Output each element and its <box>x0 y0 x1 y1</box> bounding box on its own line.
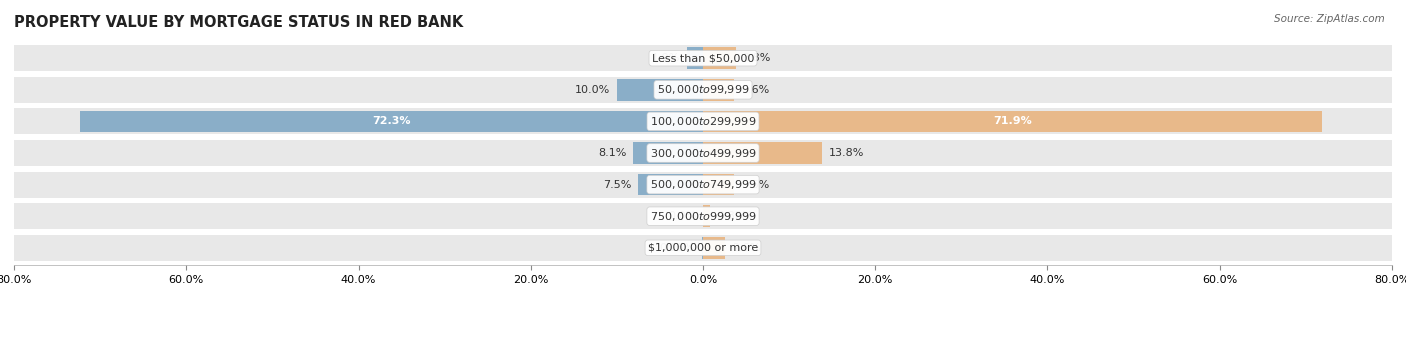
Text: $500,000 to $749,999: $500,000 to $749,999 <box>650 178 756 191</box>
Bar <box>703 174 734 196</box>
Text: 7.5%: 7.5% <box>603 180 631 190</box>
Text: 8.1%: 8.1% <box>598 148 626 158</box>
Text: 0.82%: 0.82% <box>717 211 752 221</box>
Text: 13.8%: 13.8% <box>828 148 865 158</box>
Text: 1.9%: 1.9% <box>651 53 679 63</box>
Bar <box>14 140 1392 166</box>
Text: 3.6%: 3.6% <box>741 85 769 95</box>
Bar <box>14 77 1392 103</box>
Bar <box>633 142 703 164</box>
Bar <box>638 174 703 196</box>
Text: $50,000 to $99,999: $50,000 to $99,999 <box>657 83 749 96</box>
Text: Source: ZipAtlas.com: Source: ZipAtlas.com <box>1274 14 1385 23</box>
Text: $300,000 to $499,999: $300,000 to $499,999 <box>650 147 756 159</box>
Text: 3.6%: 3.6% <box>741 180 769 190</box>
Text: $100,000 to $299,999: $100,000 to $299,999 <box>650 115 756 128</box>
Bar <box>703 48 735 69</box>
Bar <box>14 235 1392 261</box>
Bar <box>703 110 1322 132</box>
Bar <box>703 237 725 258</box>
Bar <box>703 205 710 227</box>
Text: $1,000,000 or more: $1,000,000 or more <box>648 243 758 253</box>
Text: 0.15%: 0.15% <box>659 243 695 253</box>
Text: 3.8%: 3.8% <box>742 53 770 63</box>
Bar <box>703 142 823 164</box>
Bar <box>703 79 734 101</box>
Bar <box>14 108 1392 134</box>
Text: PROPERTY VALUE BY MORTGAGE STATUS IN RED BANK: PROPERTY VALUE BY MORTGAGE STATUS IN RED… <box>14 15 464 30</box>
Text: 0.0%: 0.0% <box>668 211 696 221</box>
Text: 71.9%: 71.9% <box>993 116 1032 126</box>
Bar <box>80 110 703 132</box>
Bar <box>14 203 1392 229</box>
Text: Less than $50,000: Less than $50,000 <box>652 53 754 63</box>
Text: 10.0%: 10.0% <box>575 85 610 95</box>
Bar <box>14 172 1392 198</box>
Bar <box>686 48 703 69</box>
Text: $750,000 to $999,999: $750,000 to $999,999 <box>650 210 756 223</box>
Text: 72.3%: 72.3% <box>373 116 411 126</box>
Bar <box>617 79 703 101</box>
Bar <box>14 45 1392 71</box>
Text: 2.6%: 2.6% <box>733 243 761 253</box>
